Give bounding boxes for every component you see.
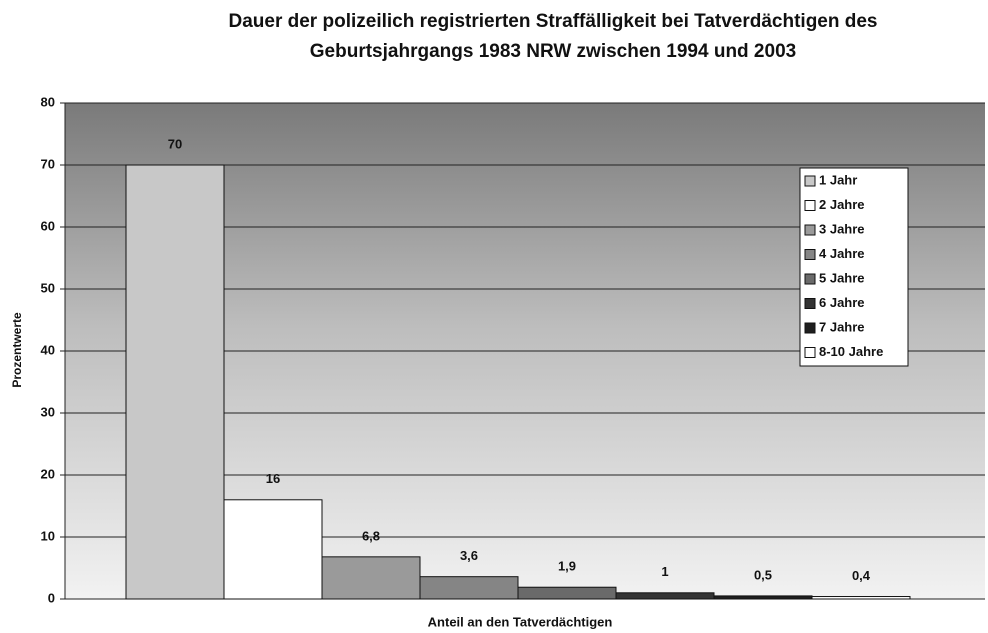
- y-tick-label: 40: [41, 342, 55, 357]
- chart-title: Dauer der polizeilich registrierten Stra…: [229, 11, 878, 32]
- bar: [517, 586, 617, 600]
- legend-swatch: [804, 322, 816, 334]
- chart-title: Geburtsjahrgangs 1983 NRW zwischen 1994 …: [310, 41, 796, 62]
- legend-label: 4 Jahre: [819, 246, 865, 261]
- y-tick-label: 30: [41, 404, 55, 419]
- legend-swatch: [804, 249, 816, 260]
- legend-label: 3 Jahre: [819, 221, 865, 236]
- legend-label: 7 Jahre: [819, 319, 865, 334]
- data-label: 70: [168, 136, 182, 151]
- data-label: 1: [661, 564, 668, 579]
- bar: [811, 596, 911, 600]
- data-label: 16: [266, 471, 280, 486]
- legend-swatch: [804, 273, 816, 285]
- legend-label: 5 Jahre: [819, 270, 865, 285]
- y-tick-label: 80: [41, 94, 55, 109]
- data-label: 0,4: [852, 568, 871, 583]
- data-label: 1,9: [558, 559, 576, 574]
- legend-label: 6 Jahre: [819, 295, 865, 310]
- bar: [419, 576, 519, 600]
- y-tick-label: 0: [48, 590, 55, 605]
- y-tick-label: 70: [41, 156, 55, 171]
- legend-swatch: [804, 298, 816, 309]
- y-tick-label: 20: [41, 466, 55, 481]
- legend-swatch: [804, 224, 816, 236]
- bar: [321, 556, 421, 600]
- legend-label: 8-10 Jahre: [819, 344, 883, 359]
- x-axis-label: Anteil an den Tatverdächtigen: [428, 614, 613, 629]
- data-label: 0,5: [754, 567, 772, 582]
- y-tick-label: 60: [41, 218, 55, 233]
- legend-box: [799, 167, 909, 367]
- data-label: 6,8: [362, 528, 380, 543]
- y-tick-label: 50: [41, 280, 55, 295]
- y-axis-label: Prozentwerte: [10, 312, 24, 388]
- legend-swatch: [804, 175, 816, 187]
- data-label: 3,6: [460, 548, 478, 563]
- bar: [125, 164, 225, 600]
- legend-label: 2 Jahre: [819, 197, 865, 212]
- legend-swatch: [804, 347, 816, 358]
- bar: [615, 592, 715, 600]
- y-tick-label: 10: [41, 528, 55, 543]
- bar: [223, 499, 323, 600]
- legend-label: 1 Jahr: [819, 172, 857, 187]
- bar: [713, 595, 813, 600]
- legend-swatch: [804, 200, 816, 211]
